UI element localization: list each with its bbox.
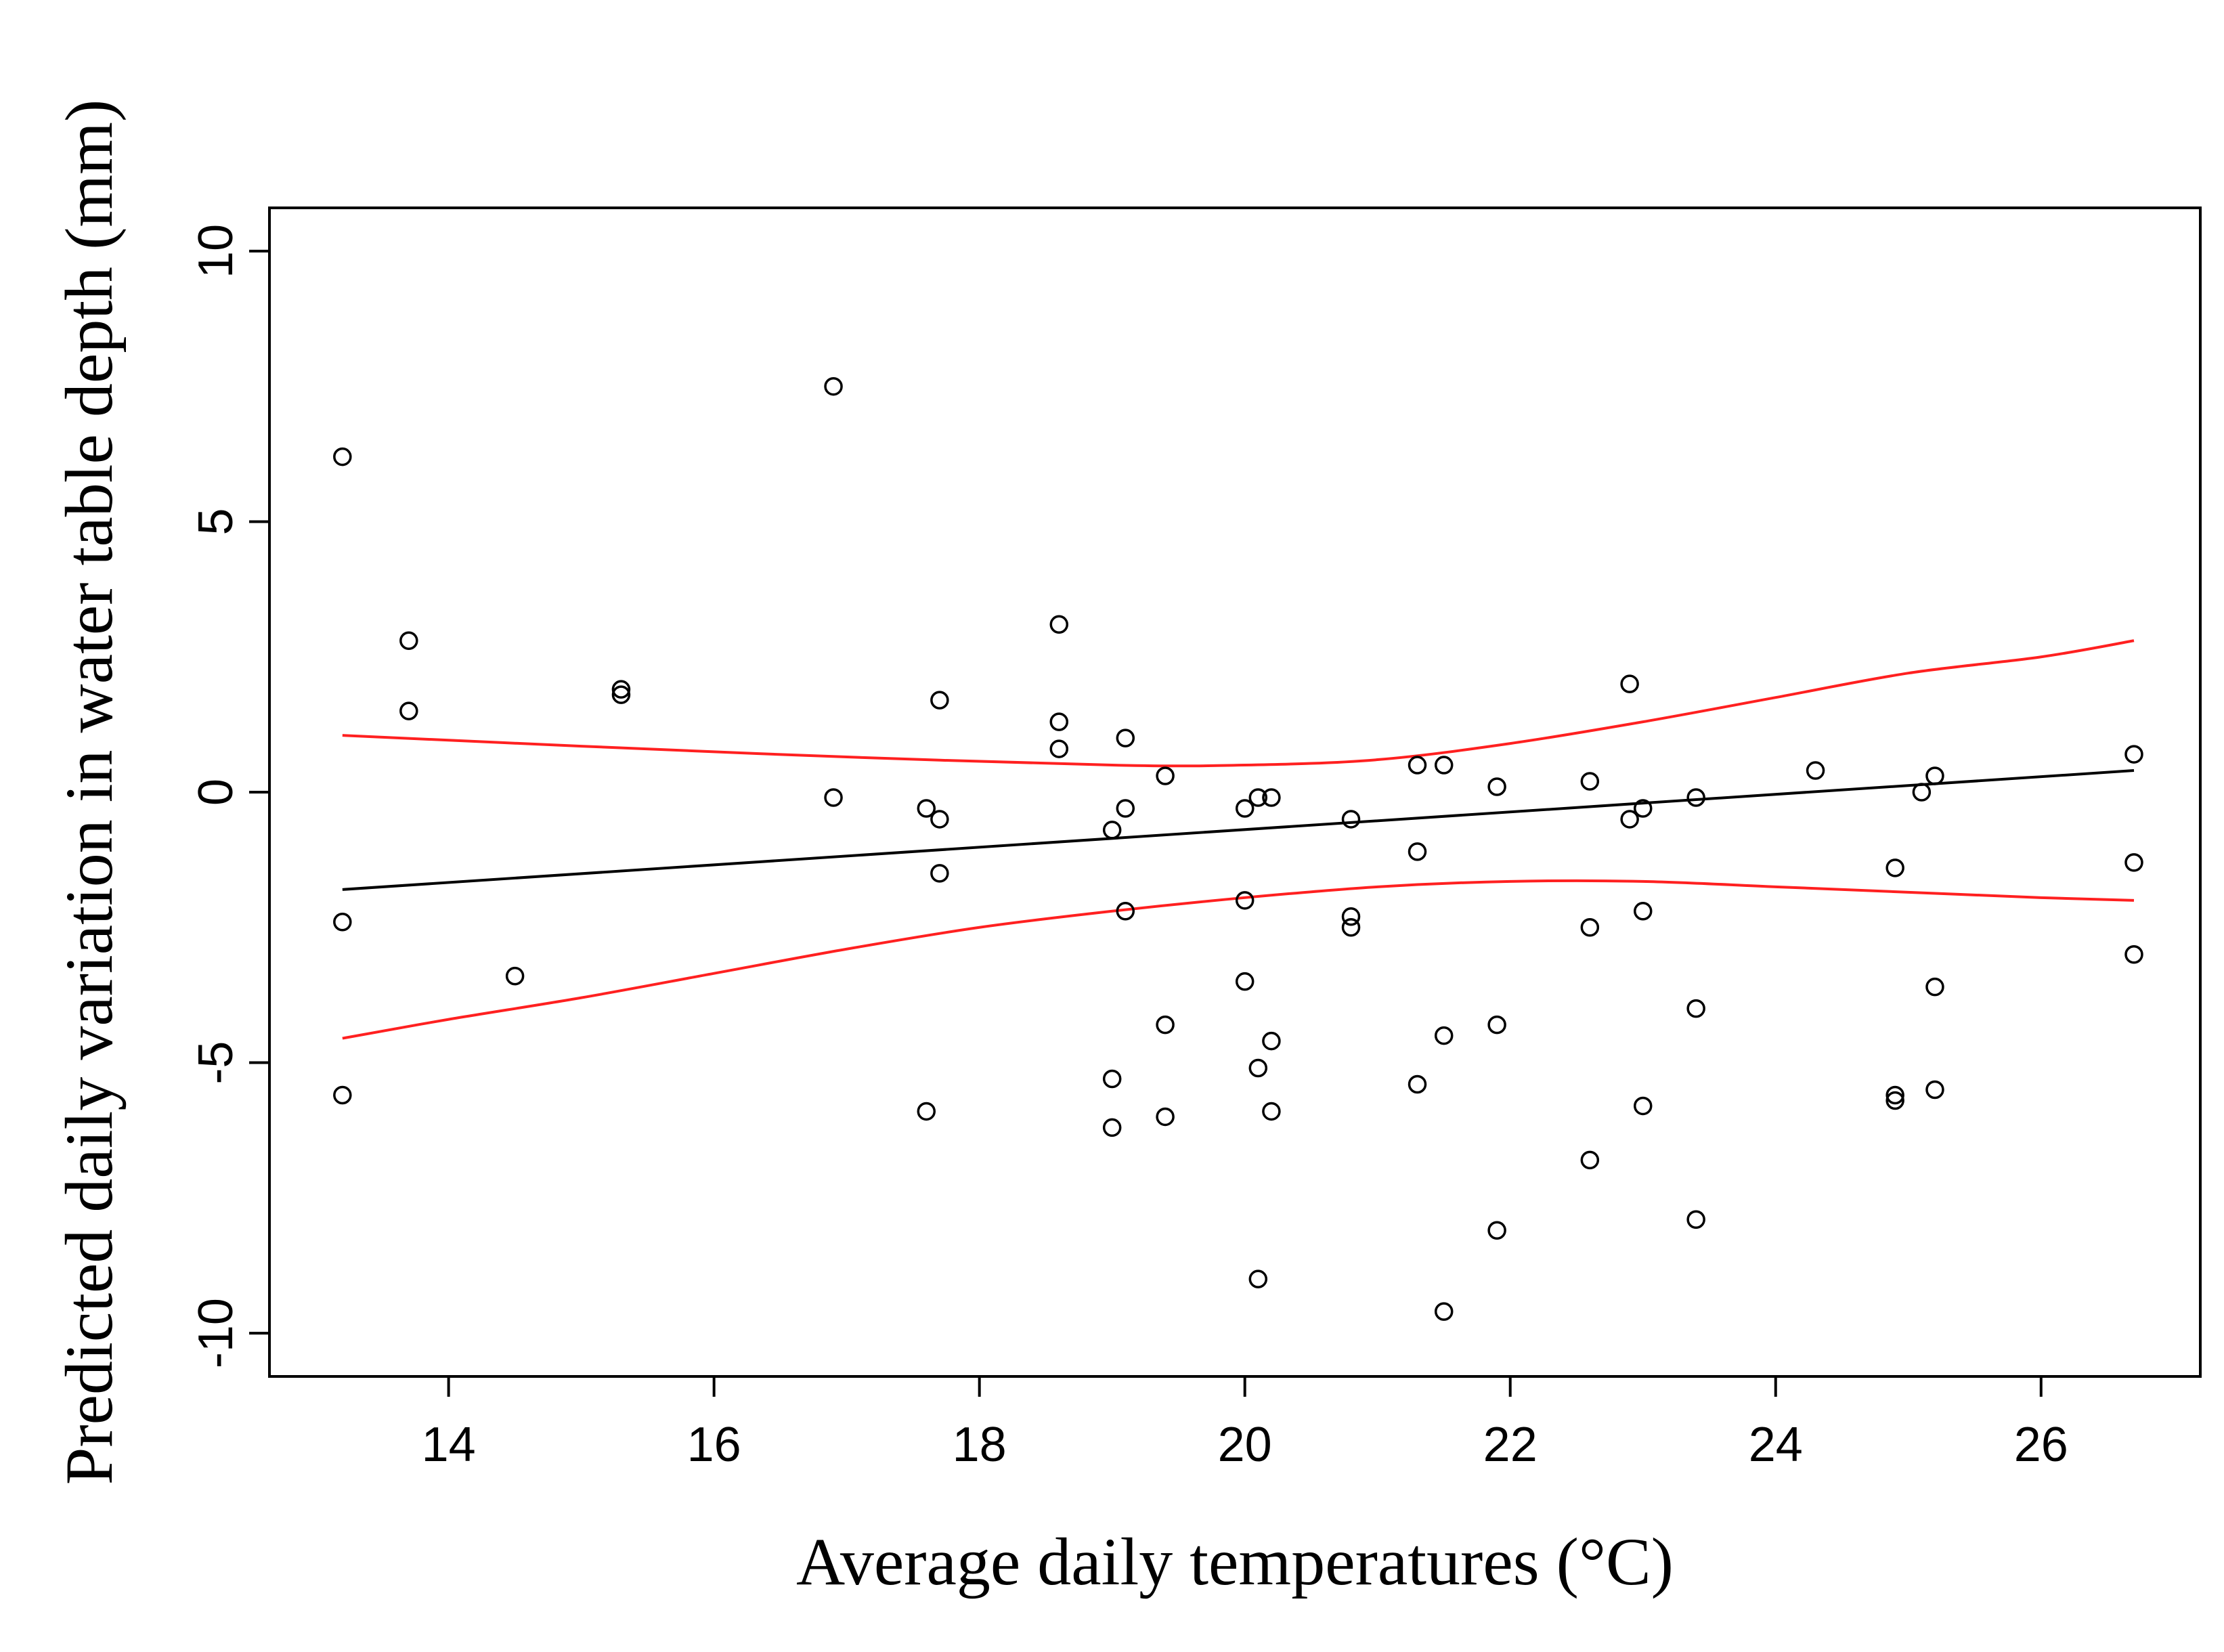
data-point	[1580, 918, 1600, 937]
data-point	[1408, 756, 1427, 775]
data-point	[1262, 1102, 1281, 1121]
data-point	[1262, 1031, 1281, 1051]
data-point	[1885, 858, 1904, 877]
x-tick-label: 22	[1483, 1418, 1538, 1472]
data-point	[1156, 1015, 1175, 1035]
y-tick-label: 10	[189, 224, 243, 278]
data-point	[399, 631, 418, 651]
data-point	[1633, 902, 1653, 921]
data-point	[2124, 745, 2143, 764]
data-point	[1925, 977, 1944, 997]
data-point	[1049, 615, 1069, 634]
plot-area-frame	[268, 206, 2202, 1378]
data-point	[1620, 810, 1639, 829]
lines-layer	[342, 639, 2135, 1040]
data-point	[1156, 766, 1175, 785]
data-point	[1235, 972, 1255, 991]
y-tick-label: 5	[189, 508, 243, 535]
data-point	[917, 799, 936, 818]
data-point	[1341, 810, 1361, 829]
data-point	[917, 1102, 936, 1121]
data-point	[1049, 739, 1069, 758]
data-point	[1341, 918, 1361, 937]
y-tick-label: -5	[189, 1041, 243, 1085]
data-point	[333, 447, 352, 466]
data-point	[1262, 788, 1281, 807]
x-axis: 14 16 18 20 22 24 26	[422, 1375, 2068, 1472]
data-point	[1885, 1091, 1904, 1110]
data-point	[1912, 783, 1932, 802]
x-tick-label: 26	[2014, 1418, 2068, 1472]
data-point	[1116, 799, 1135, 818]
data-point	[1235, 799, 1255, 818]
data-point	[1580, 1150, 1600, 1170]
data-point	[1248, 788, 1268, 807]
data-point	[2124, 853, 2143, 872]
data-point	[930, 810, 949, 829]
data-point	[1686, 999, 1705, 1018]
data-point	[1102, 1118, 1122, 1137]
data-point	[1885, 1085, 1904, 1105]
data-point	[1049, 712, 1069, 731]
data-point	[1633, 799, 1653, 818]
data-point	[1408, 1074, 1427, 1094]
data-point	[333, 1085, 352, 1105]
x-axis-title: Average daily temperatures (°C)	[796, 1524, 1674, 1599]
y-axis-title: Predicted daily variation in water table…	[51, 100, 127, 1485]
data-point	[1580, 772, 1600, 791]
y-tick-label: -10	[189, 1298, 243, 1368]
data-point	[1102, 821, 1122, 840]
data-point	[1248, 1269, 1268, 1288]
x-tick-label: 16	[687, 1418, 741, 1472]
data-point	[1925, 1080, 1944, 1100]
data-point	[1487, 1221, 1506, 1240]
data-point	[824, 376, 843, 396]
data-point	[1341, 907, 1361, 926]
data-point	[1248, 1058, 1268, 1078]
data-point	[1487, 777, 1506, 796]
y-tick-label: 0	[189, 779, 243, 806]
y-axis: -10 -5 0 5 10	[189, 224, 271, 1368]
data-point	[824, 788, 843, 807]
data-point	[1434, 1302, 1454, 1321]
data-point	[505, 966, 525, 986]
data-point	[1116, 902, 1135, 921]
data-point	[1434, 756, 1454, 775]
data-point	[1686, 1210, 1705, 1230]
data-point	[1686, 788, 1705, 807]
data-point	[1235, 891, 1255, 910]
confidence-band-line	[342, 639, 2135, 768]
data-point	[611, 685, 631, 704]
x-tick-label: 24	[1749, 1418, 1803, 1472]
confidence-band-line	[342, 879, 2135, 1040]
data-point	[930, 691, 949, 710]
x-tick-label: 20	[1218, 1418, 1272, 1472]
data-point	[1102, 1069, 1122, 1089]
data-point	[1633, 1096, 1653, 1116]
data-point	[1925, 766, 1944, 785]
regression-line	[342, 769, 2135, 891]
data-point	[2124, 944, 2143, 964]
data-point	[1487, 1015, 1506, 1035]
x-tick-label: 14	[422, 1418, 476, 1472]
data-point	[930, 864, 949, 883]
data-point	[333, 913, 352, 932]
x-tick-label: 18	[953, 1418, 1007, 1472]
data-point	[1156, 1107, 1175, 1127]
data-point	[1116, 729, 1135, 747]
data-point	[1620, 674, 1639, 693]
data-point	[399, 701, 418, 720]
data-point	[1806, 761, 1825, 780]
data-point	[611, 680, 631, 699]
data-points	[333, 376, 2143, 1321]
data-point	[1434, 1026, 1454, 1045]
data-point	[1408, 842, 1427, 861]
